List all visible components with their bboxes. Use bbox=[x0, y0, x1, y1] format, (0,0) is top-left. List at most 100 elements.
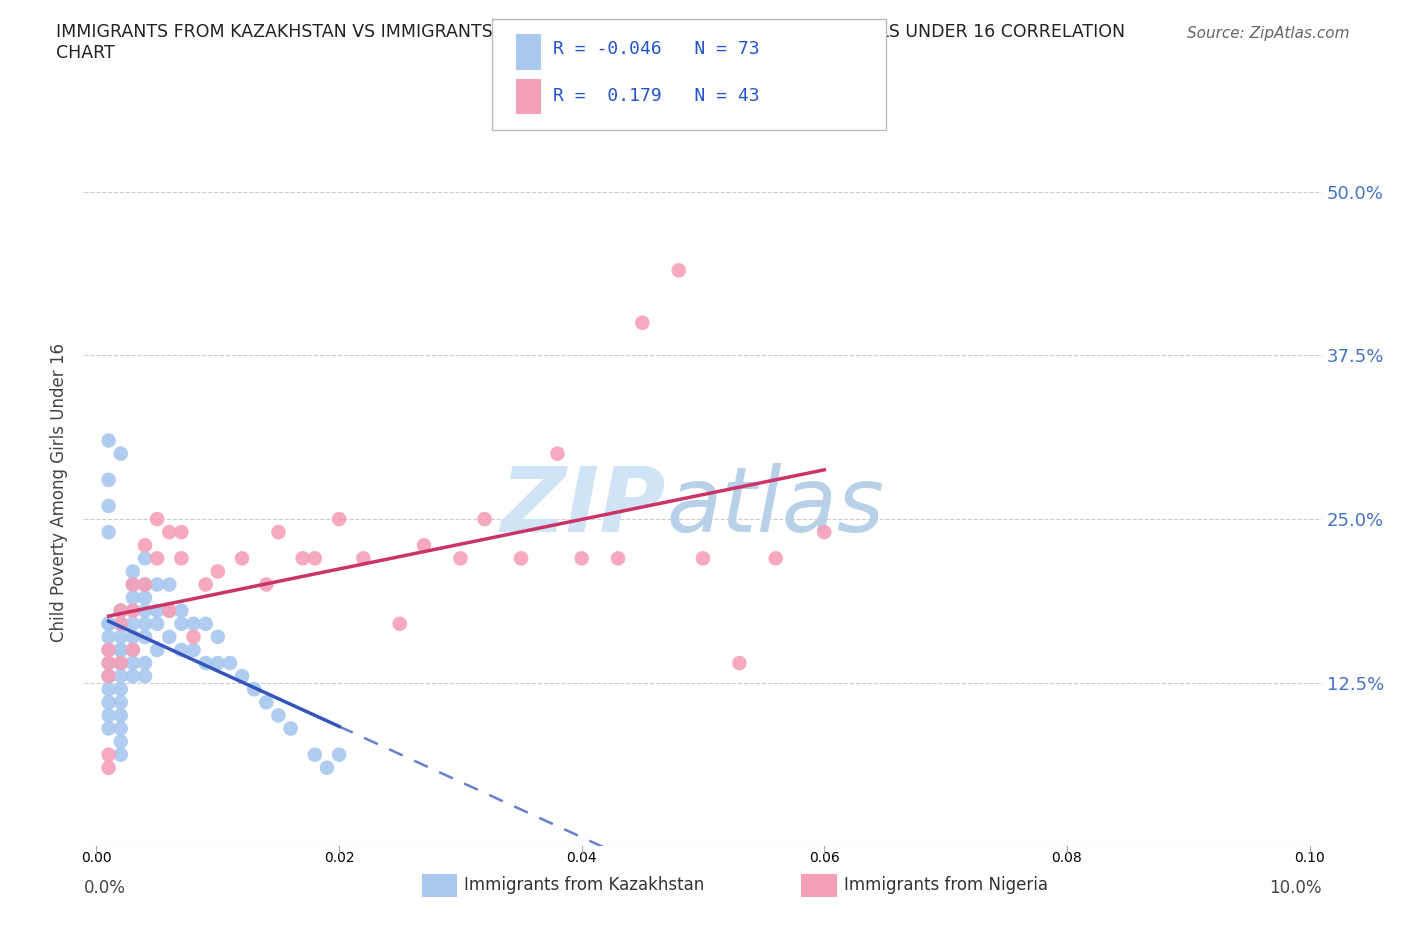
Point bbox=[110, 656, 132, 671]
Point bbox=[183, 643, 205, 658]
Point bbox=[765, 551, 787, 565]
Point bbox=[328, 512, 350, 526]
Point bbox=[97, 761, 120, 776]
Text: R = -0.046   N = 73: R = -0.046 N = 73 bbox=[553, 40, 759, 59]
Point bbox=[97, 682, 120, 697]
Point bbox=[110, 734, 132, 749]
Point bbox=[413, 538, 436, 552]
Point bbox=[97, 643, 120, 658]
Point bbox=[110, 656, 132, 671]
Point bbox=[146, 617, 169, 631]
Point bbox=[110, 604, 132, 618]
Text: ZIP: ZIP bbox=[501, 463, 666, 551]
Point bbox=[280, 721, 302, 736]
Point bbox=[146, 512, 169, 526]
Point bbox=[97, 498, 120, 513]
Point bbox=[170, 525, 193, 539]
Point bbox=[110, 708, 132, 723]
Text: 10.0%: 10.0% bbox=[1270, 879, 1322, 897]
Point bbox=[97, 630, 120, 644]
Text: 0.0%: 0.0% bbox=[84, 879, 127, 897]
Point bbox=[97, 525, 120, 539]
Point bbox=[254, 578, 277, 592]
Point bbox=[134, 604, 156, 618]
Point bbox=[170, 617, 193, 631]
Point bbox=[194, 578, 217, 592]
Point bbox=[97, 747, 120, 762]
Point bbox=[170, 643, 193, 658]
Point bbox=[110, 721, 132, 736]
Point bbox=[571, 551, 593, 565]
Point bbox=[231, 669, 253, 684]
Text: Immigrants from Nigeria: Immigrants from Nigeria bbox=[844, 876, 1047, 895]
Point bbox=[122, 591, 145, 605]
Point bbox=[97, 695, 120, 710]
Point bbox=[692, 551, 714, 565]
Point bbox=[110, 747, 132, 762]
Point bbox=[110, 617, 132, 631]
Point bbox=[388, 617, 411, 631]
Point bbox=[110, 695, 132, 710]
Point bbox=[122, 656, 145, 671]
Point bbox=[122, 643, 145, 658]
Point bbox=[194, 656, 217, 671]
Point bbox=[146, 643, 169, 658]
Point bbox=[328, 747, 350, 762]
Point bbox=[110, 656, 132, 671]
Point bbox=[316, 761, 339, 776]
Point bbox=[134, 630, 156, 644]
Point bbox=[291, 551, 314, 565]
Point bbox=[110, 682, 132, 697]
Point bbox=[352, 551, 374, 565]
Point bbox=[110, 669, 132, 684]
Point bbox=[813, 525, 835, 539]
Point bbox=[267, 708, 290, 723]
Point bbox=[122, 630, 145, 644]
Point bbox=[122, 604, 145, 618]
Point bbox=[607, 551, 630, 565]
Point bbox=[194, 617, 217, 631]
Point bbox=[231, 551, 253, 565]
Point bbox=[134, 578, 156, 592]
Point bbox=[97, 669, 120, 684]
Point bbox=[157, 525, 180, 539]
Point bbox=[146, 578, 169, 592]
Point bbox=[110, 617, 132, 631]
Point bbox=[146, 551, 169, 565]
Point bbox=[631, 315, 654, 330]
Point bbox=[97, 656, 120, 671]
Point bbox=[474, 512, 496, 526]
Point bbox=[122, 643, 145, 658]
Point bbox=[134, 617, 156, 631]
Point bbox=[254, 695, 277, 710]
Point bbox=[122, 604, 145, 618]
Point bbox=[110, 446, 132, 461]
Point bbox=[243, 682, 266, 697]
Y-axis label: Child Poverty Among Girls Under 16: Child Poverty Among Girls Under 16 bbox=[51, 343, 69, 643]
Point bbox=[97, 617, 120, 631]
Point bbox=[122, 669, 145, 684]
Point bbox=[183, 630, 205, 644]
Point bbox=[134, 538, 156, 552]
Point bbox=[110, 630, 132, 644]
Point bbox=[122, 578, 145, 592]
Point bbox=[207, 564, 229, 578]
Point bbox=[122, 564, 145, 578]
Text: Source: ZipAtlas.com: Source: ZipAtlas.com bbox=[1187, 26, 1350, 41]
Point bbox=[157, 630, 180, 644]
Point bbox=[668, 263, 690, 278]
Point bbox=[157, 604, 180, 618]
Point bbox=[97, 721, 120, 736]
Text: IMMIGRANTS FROM KAZAKHSTAN VS IMMIGRANTS FROM NIGERIA CHILD POVERTY AMONG GIRLS : IMMIGRANTS FROM KAZAKHSTAN VS IMMIGRANTS… bbox=[56, 23, 1125, 62]
Point bbox=[134, 578, 156, 592]
Point bbox=[110, 617, 132, 631]
Text: Immigrants from Kazakhstan: Immigrants from Kazakhstan bbox=[464, 876, 704, 895]
Point bbox=[134, 551, 156, 565]
Point bbox=[728, 656, 751, 671]
Point bbox=[97, 643, 120, 658]
Point bbox=[207, 656, 229, 671]
Text: atlas: atlas bbox=[666, 463, 884, 551]
Point bbox=[110, 604, 132, 618]
Point bbox=[97, 472, 120, 487]
Point bbox=[449, 551, 471, 565]
